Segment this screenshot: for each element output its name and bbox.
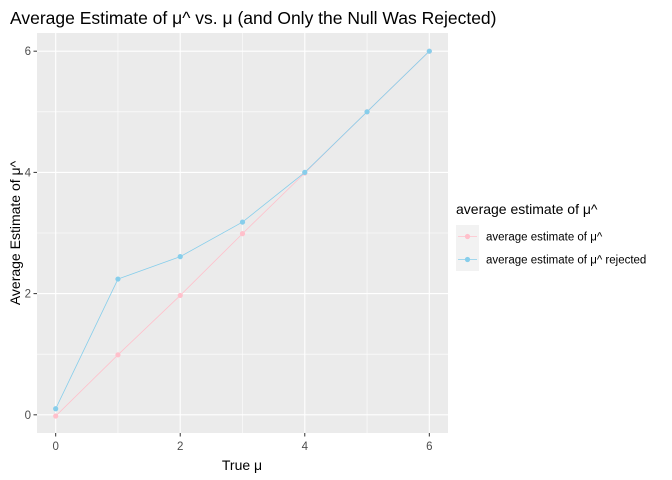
- x-tick-label: 6: [426, 441, 432, 453]
- legend-keys: average estimate of μ^ average estimate o…: [456, 225, 646, 271]
- series-layer: [53, 48, 432, 419]
- series-2-point: [426, 48, 432, 54]
- legend-title: average estimate of μ^: [456, 201, 598, 217]
- series-1-point: [53, 413, 59, 419]
- chart-title: Average Estimate of μ^ vs. μ (and Only t…: [10, 8, 497, 28]
- y-tick-label: 2: [25, 289, 31, 301]
- series-2-point: [177, 254, 183, 260]
- legend-key-point: [464, 233, 471, 240]
- series-2-point: [302, 169, 308, 175]
- series-1-point: [177, 292, 183, 299]
- series-2-point: [53, 406, 59, 412]
- y-tick-label: 4: [25, 167, 32, 179]
- legend-key-point: [464, 256, 471, 263]
- legend: average estimate of μ^ average estimate …: [456, 201, 646, 271]
- y-axis-title: Average Estimate of μ^: [7, 160, 23, 305]
- x-axis: 0 2 4 6: [52, 433, 433, 453]
- grid-major: [37, 33, 448, 433]
- y-axis: 0 2 4 6: [25, 46, 37, 422]
- x-tick-label: 2: [177, 441, 183, 453]
- series-2-point: [239, 219, 246, 225]
- legend-label: average estimate of μ^: [486, 232, 603, 244]
- series-2-point: [364, 109, 370, 115]
- series-2-point: [115, 276, 121, 282]
- x-axis-title: True μ: [222, 457, 262, 473]
- series-1-point: [239, 231, 246, 237]
- x-tick-label: 4: [302, 441, 309, 453]
- y-tick-label: 0: [25, 410, 31, 422]
- legend-label: average estimate of μ^ rejected: [486, 255, 646, 267]
- x-tick-label: 0: [52, 441, 58, 453]
- series-1-point: [115, 352, 121, 358]
- y-tick-label: 6: [25, 46, 31, 58]
